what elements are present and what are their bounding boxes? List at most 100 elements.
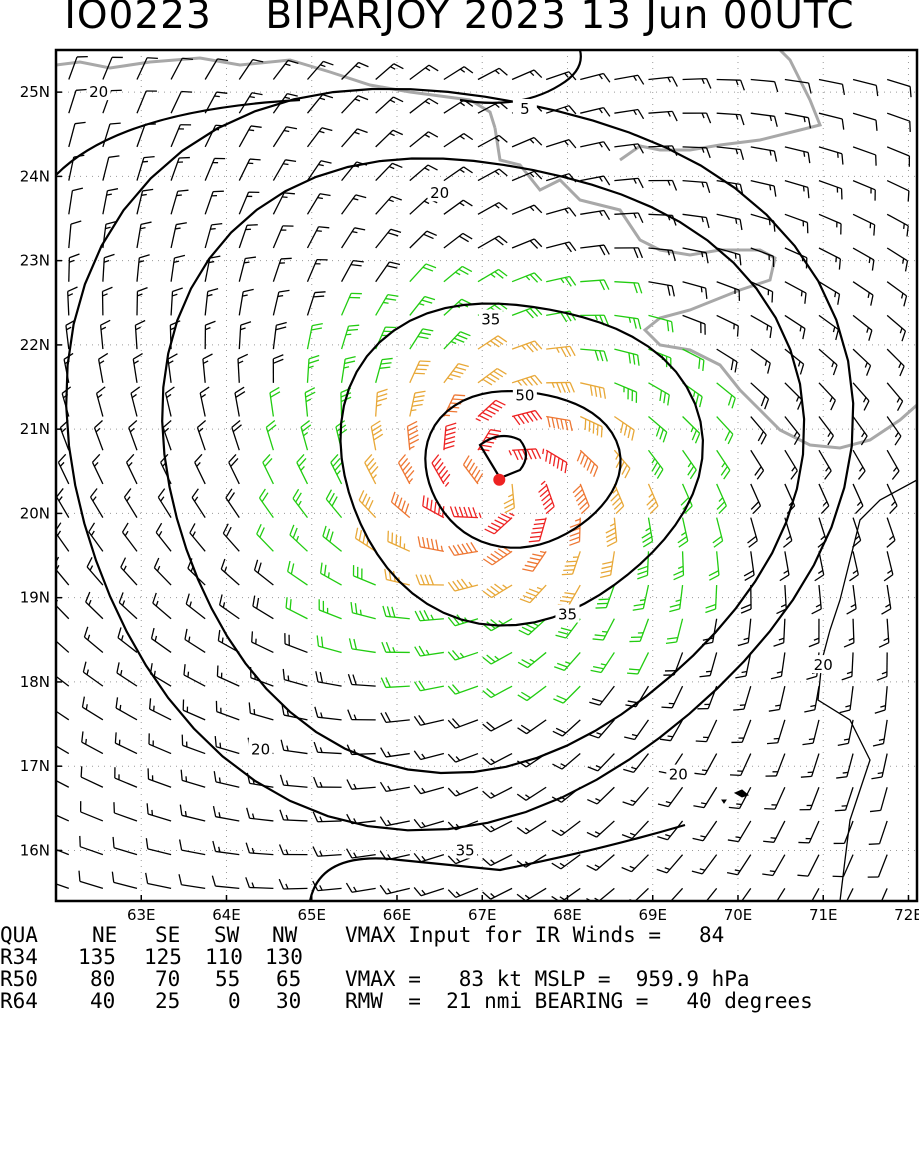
wind-barb [448, 888, 478, 897]
wind-barb [52, 592, 69, 619]
wind-barb [171, 255, 185, 281]
wind-barb [871, 754, 887, 779]
wind-barb [200, 387, 209, 416]
wind-barb [553, 686, 580, 703]
wind-barb [797, 855, 819, 876]
wind-barb [835, 787, 853, 810]
wind-barb [483, 787, 512, 798]
wind-barb [418, 536, 444, 551]
y-tick-label: 25N [20, 83, 50, 101]
wind-barb [580, 417, 602, 438]
wind-barb [97, 387, 106, 417]
wind-barb [69, 122, 86, 147]
wind-barb [853, 349, 870, 375]
wind-barb [376, 358, 393, 382]
contour-label: 20 [251, 740, 270, 758]
wind-barb [285, 633, 308, 652]
wind-barb [767, 720, 785, 744]
wind-barb [444, 134, 473, 147]
wind-barb [444, 200, 473, 214]
wind-barb [297, 454, 308, 484]
wind-barb [180, 805, 205, 821]
contour-label: 20 [669, 766, 688, 784]
wind-barb [47, 766, 68, 788]
plot-frame [56, 50, 917, 901]
wind-barb [121, 558, 137, 585]
wind-barb [853, 248, 874, 271]
wind-barb [432, 455, 450, 487]
wind-barb [853, 79, 878, 96]
wind-barb [587, 821, 614, 837]
wind-barb [853, 450, 865, 479]
wind-barb [280, 775, 307, 787]
wind-barb [215, 736, 239, 753]
wind-barb [444, 167, 473, 181]
wind-barb [730, 754, 751, 776]
wind-barb [273, 290, 289, 315]
wind-barb [623, 754, 648, 773]
wind-barb [239, 289, 253, 315]
wind-barb [286, 597, 307, 619]
wind-barb [804, 686, 819, 712]
wind-barb [751, 450, 764, 479]
wind-barb [273, 160, 296, 181]
wind-barb [137, 288, 148, 316]
wind-barb [627, 652, 648, 674]
contour-label: 35 [558, 606, 577, 624]
wind-barb [415, 610, 444, 620]
wind-barb [593, 619, 615, 640]
y-tick-label: 24N [20, 167, 50, 185]
wind-barb [381, 748, 410, 757]
wind-barb [587, 787, 614, 804]
wind-barb [444, 233, 472, 248]
wind-barb [235, 387, 245, 416]
x-tick-label: 66E [383, 906, 412, 922]
wind-barb [751, 181, 776, 197]
wind-barb [589, 686, 614, 705]
wind-barb [205, 289, 218, 316]
wind-barb [316, 671, 342, 686]
wind-barb [693, 787, 716, 807]
wind-barb [103, 287, 113, 315]
wind-barb [408, 421, 419, 450]
wind-barb [887, 248, 907, 271]
x-tick-label: 67E [468, 906, 497, 922]
wind-barb [769, 686, 785, 711]
wind-barb [483, 686, 512, 697]
wind-barb [512, 411, 542, 425]
wind-barb [717, 484, 727, 514]
wind-barb [69, 90, 87, 114]
wind-barb [483, 652, 512, 664]
wind-barb [313, 846, 342, 856]
wind-barb [273, 226, 293, 248]
wind-barb [478, 203, 507, 215]
wind-barb [464, 456, 483, 484]
wind-barb [349, 638, 375, 652]
wind-barb [512, 341, 542, 352]
wind-barb [819, 383, 835, 410]
footer-header-row: QUA NE SE SW NW VMAX Input for IR Winds … [0, 924, 51, 946]
wind-barb [331, 454, 342, 484]
wind-barb [622, 855, 649, 872]
r50-sw: 55 [215, 968, 240, 990]
wind-barb [257, 524, 274, 551]
wind-barb [388, 531, 410, 552]
wind-barb [812, 585, 822, 614]
wind-barb [180, 839, 206, 854]
wind-barb [512, 70, 542, 79]
wind-barb [546, 140, 576, 148]
wind-barb [58, 454, 68, 484]
wind-barb [485, 513, 515, 534]
coastline-layer [56, 50, 917, 901]
wind-barb [699, 652, 716, 676]
wind-barb [214, 771, 239, 787]
wind-barbs [46, 57, 911, 911]
wind-barb [853, 315, 872, 340]
wind-barb [483, 546, 512, 565]
wind-barb [512, 138, 542, 147]
wind-barb [81, 801, 103, 821]
wind-barb [376, 389, 388, 416]
wind-barb [853, 147, 876, 166]
wind-barb [273, 60, 298, 79]
wind-barb [171, 158, 190, 181]
